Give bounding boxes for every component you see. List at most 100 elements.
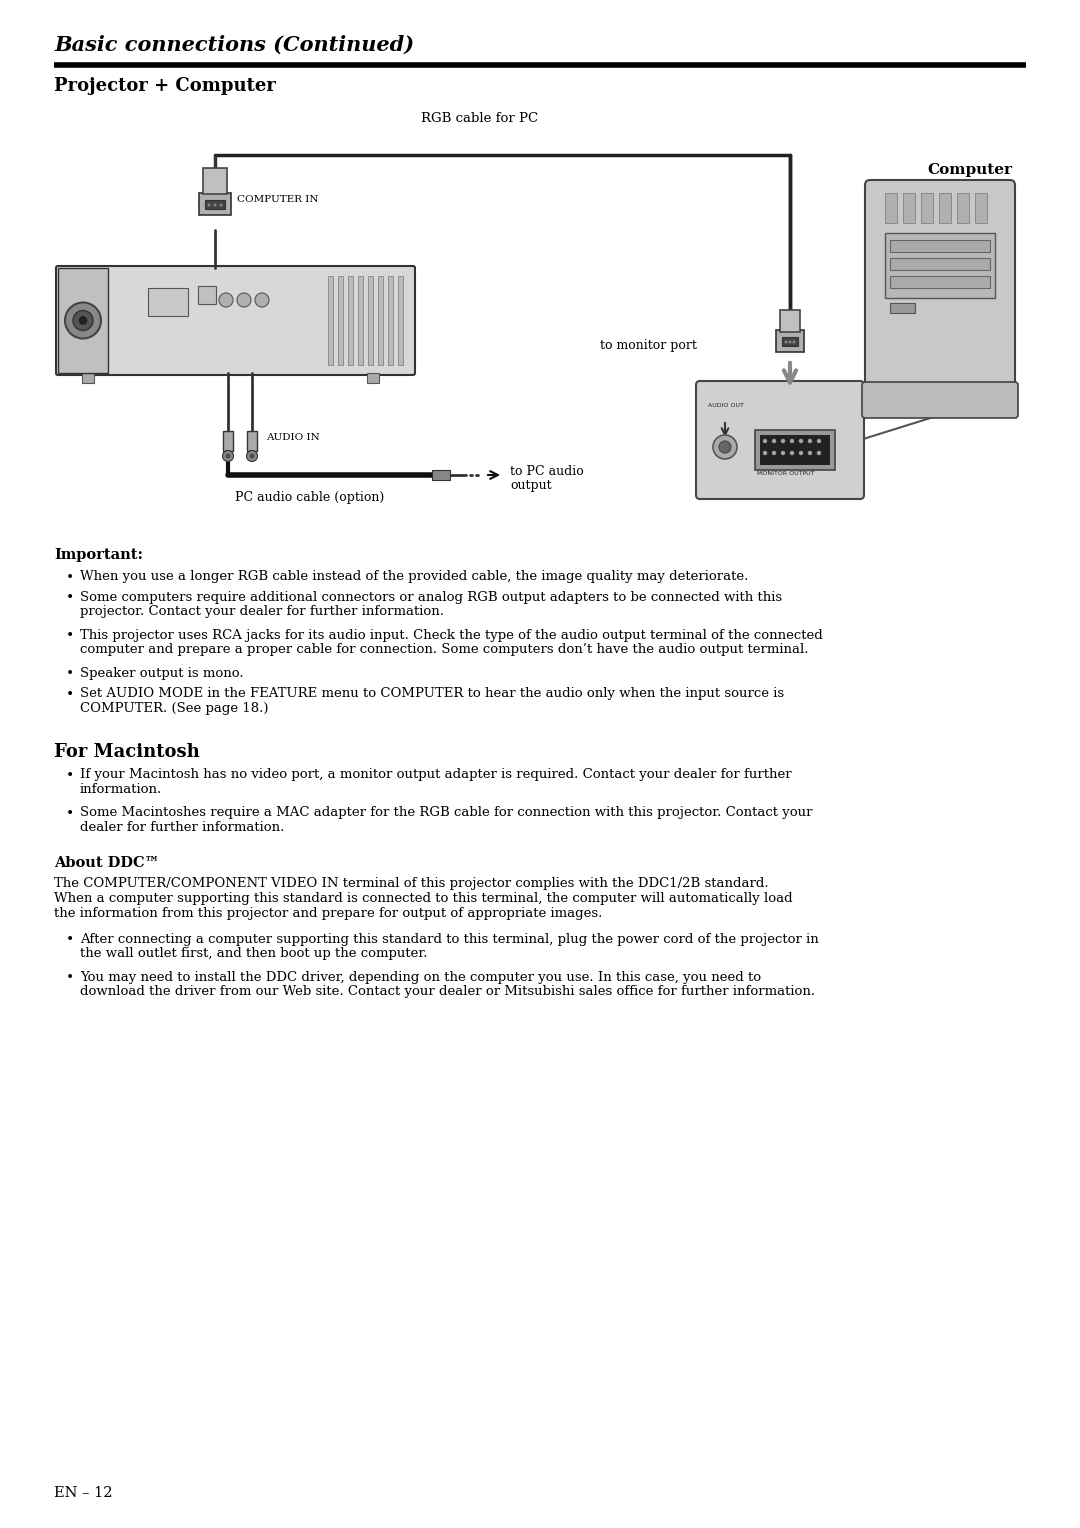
Bar (388, 277, 393, 365)
Bar (957, 193, 969, 223)
Bar (357, 277, 363, 365)
Bar (890, 303, 915, 313)
Circle shape (799, 451, 804, 455)
Text: Speaker output is mono.: Speaker output is mono. (80, 666, 244, 680)
Circle shape (762, 439, 767, 443)
Circle shape (719, 442, 731, 452)
Circle shape (816, 439, 821, 443)
Bar (885, 193, 897, 223)
Bar (939, 193, 951, 223)
Bar (921, 193, 933, 223)
Bar (82, 373, 94, 384)
Circle shape (65, 303, 102, 339)
Circle shape (762, 451, 767, 455)
Bar (247, 431, 257, 451)
FancyBboxPatch shape (862, 382, 1018, 419)
Bar (755, 429, 835, 471)
Bar (903, 193, 915, 223)
Circle shape (255, 293, 269, 307)
Bar (205, 200, 225, 209)
Text: Projector + Computer: Projector + Computer (54, 76, 275, 95)
Text: Computer: Computer (928, 163, 1013, 177)
Bar (975, 193, 987, 223)
Text: •: • (66, 571, 75, 585)
Circle shape (713, 435, 737, 458)
Bar (199, 193, 231, 215)
Circle shape (207, 203, 211, 206)
Circle shape (793, 341, 796, 344)
Circle shape (222, 451, 233, 461)
Text: For Macintosh: For Macintosh (54, 743, 200, 761)
Text: •: • (66, 630, 75, 643)
Text: After connecting a computer supporting this standard to this terminal, plug the : After connecting a computer supporting t… (80, 932, 819, 961)
Bar (885, 232, 995, 298)
Text: The COMPUTER/COMPONENT VIDEO IN terminal of this projector complies with the DDC: The COMPUTER/COMPONENT VIDEO IN terminal… (54, 877, 793, 920)
Text: You may need to install the DDC driver, depending on the computer you use. In th: You may need to install the DDC driver, … (80, 970, 815, 998)
Text: Set AUDIO MODE in the FEATURE menu to COMPUTER to hear the audio only when the i: Set AUDIO MODE in the FEATURE menu to CO… (80, 688, 784, 715)
Text: to monitor port: to monitor port (600, 339, 697, 353)
Text: When you use a longer RGB cable instead of the provided cable, the image quality: When you use a longer RGB cable instead … (80, 570, 748, 584)
Text: output: output (510, 478, 552, 492)
Bar (203, 168, 227, 194)
Text: AUDIO IN: AUDIO IN (266, 434, 320, 443)
Text: AUDIO OUT: AUDIO OUT (708, 403, 744, 408)
Text: Basic connections (Continued): Basic connections (Continued) (54, 35, 414, 55)
Bar (348, 277, 353, 365)
Text: If your Macintosh has no video port, a monitor output adapter is required. Conta: If your Macintosh has no video port, a m… (80, 769, 792, 796)
Circle shape (808, 451, 812, 455)
Circle shape (246, 451, 257, 461)
Bar (378, 277, 383, 365)
Text: to PC audio: to PC audio (510, 465, 584, 478)
Text: Some Macintoshes require a MAC adapter for the RGB cable for connection with thi: Some Macintoshes require a MAC adapter f… (80, 805, 812, 834)
Circle shape (808, 439, 812, 443)
Circle shape (214, 203, 216, 206)
Bar (760, 435, 831, 465)
Circle shape (816, 451, 821, 455)
FancyBboxPatch shape (56, 266, 415, 374)
Text: •: • (66, 688, 75, 701)
Circle shape (789, 451, 794, 455)
Circle shape (219, 203, 222, 206)
Bar (338, 277, 343, 365)
Circle shape (788, 341, 792, 344)
Bar (890, 258, 990, 270)
Text: •: • (66, 807, 75, 821)
Circle shape (73, 310, 93, 330)
Bar (222, 431, 233, 451)
Circle shape (249, 454, 254, 458)
Text: •: • (66, 668, 75, 681)
Circle shape (781, 439, 785, 443)
FancyBboxPatch shape (865, 180, 1015, 390)
FancyBboxPatch shape (696, 380, 864, 500)
Text: PC audio cable (option): PC audio cable (option) (235, 490, 384, 504)
Bar (777, 330, 804, 351)
Circle shape (784, 341, 787, 344)
Text: About DDC™: About DDC™ (54, 856, 159, 869)
Text: MONITOR OUTPUT: MONITOR OUTPUT (757, 471, 814, 477)
Bar (780, 310, 800, 332)
Text: EN – 12: EN – 12 (54, 1487, 112, 1500)
Bar (432, 471, 450, 480)
Text: •: • (66, 972, 75, 986)
Circle shape (772, 451, 777, 455)
Text: •: • (66, 769, 75, 782)
Bar (890, 240, 990, 252)
Circle shape (799, 439, 804, 443)
Bar (367, 373, 379, 384)
Bar (890, 277, 990, 287)
Circle shape (226, 454, 230, 458)
Bar (368, 277, 373, 365)
Circle shape (79, 316, 87, 324)
Circle shape (789, 439, 794, 443)
Bar (399, 277, 403, 365)
Text: COMPUTER IN: COMPUTER IN (237, 196, 319, 205)
Circle shape (219, 293, 233, 307)
Circle shape (772, 439, 777, 443)
Bar (782, 338, 798, 345)
Bar (148, 287, 188, 316)
Text: •: • (66, 934, 75, 947)
Text: Some computers require additional connectors or analog RGB output adapters to be: Some computers require additional connec… (80, 590, 782, 619)
Circle shape (237, 293, 251, 307)
Bar (58, 267, 108, 373)
Bar (198, 286, 216, 304)
